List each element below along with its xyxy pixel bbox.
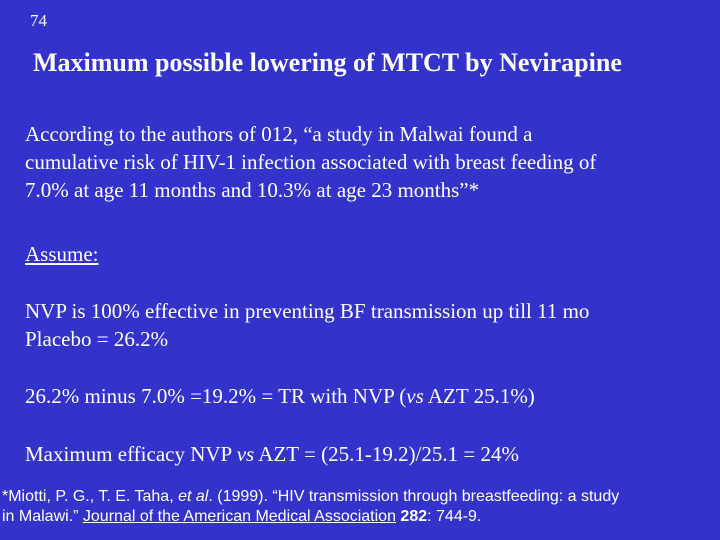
citation-footnote: *Miotti, P. G., T. E. Taha, et al. (1999…	[2, 487, 619, 527]
quote-line: According to the authors of 012, “a stud…	[25, 122, 533, 146]
footnote-line-2: in Malawi.” Journal of the American Medi…	[2, 507, 619, 527]
footnote-pages: : 744-9.	[427, 508, 482, 525]
assumptions-list: NVP is 100% effective in preventing BF t…	[25, 297, 589, 353]
efficacy-vs: vs	[236, 442, 255, 466]
slide-number: 74	[30, 11, 47, 30]
quote-line: 7.0% at age 11 months and 10.3% at age 2…	[25, 178, 480, 202]
efficacy-suffix: AZT = (25.1-19.2)/25.1 = 24%	[254, 442, 519, 466]
footnote-article-title-end: in Malawi.”	[2, 508, 83, 525]
footnote-line-1: *Miotti, P. G., T. E. Taha, et al. (1999…	[2, 487, 619, 507]
efficacy-prefix: Maximum efficacy NVP	[25, 442, 237, 466]
assumption-item: Placebo = 26.2%	[25, 327, 169, 351]
quote-line: cumulative risk of HIV-1 infection assoc…	[25, 150, 597, 174]
calculation-vs: vs	[406, 384, 424, 408]
calculation-prefix: 26.2% minus 7.0% =19.2% = TR with NVP (	[25, 384, 407, 408]
assume-heading: Assume:	[25, 242, 99, 266]
calculation-suffix: AZT 25.1%)	[423, 384, 535, 408]
footnote-authors: *Miotti, P. G., T. E. Taha,	[2, 488, 179, 505]
footnote-article-title: . (1999). “HIV transmission through brea…	[208, 488, 620, 505]
footnote-journal: Journal of the American Medical Associat…	[82, 508, 396, 525]
calculation-line: 26.2% minus 7.0% =19.2% = TR with NVP (v…	[25, 382, 535, 410]
slide-title: Maximum possible lowering of MTCT by Nev…	[33, 48, 622, 77]
efficacy-line: Maximum efficacy NVP vs AZT = (25.1-19.2…	[25, 440, 519, 468]
quote-paragraph: According to the authors of 012, “a stud…	[25, 120, 596, 204]
footnote-volume: 282	[400, 508, 428, 525]
assumption-item: NVP is 100% effective in preventing BF t…	[25, 299, 590, 323]
footnote-et-al: et al	[178, 488, 209, 505]
